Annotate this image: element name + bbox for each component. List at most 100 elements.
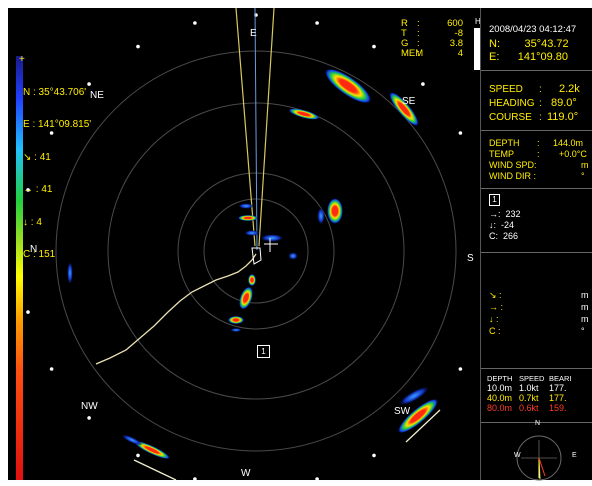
depth-label: DEPTH <box>489 138 520 148</box>
target-a: 232 <box>505 209 521 219</box>
speed-value: 2.2k <box>559 83 580 95</box>
target-marker[interactable]: 1 <box>257 345 270 358</box>
status-readout: R:600 T: -8 G:3.8 MEM:4 <box>401 18 471 59</box>
dir-sw: SW <box>394 406 411 417</box>
unit-m1: m <box>581 290 589 300</box>
radar-view[interactable] <box>8 8 495 480</box>
current-table: DEPTH SPEED BEARI 10.0m 1.0kt 177. 40.0m 0.7kt… <box>487 374 579 413</box>
bearing-dot <box>193 21 197 25</box>
compass-rose <box>516 435 562 481</box>
compass-w: W <box>514 452 521 459</box>
bearing-dot <box>87 416 91 420</box>
status-value: -8 <box>454 28 463 39</box>
table-row: 10.0m 1.0kt 177. <box>487 383 579 393</box>
table-cell: 0.6kt <box>519 403 539 413</box>
divider <box>481 130 592 131</box>
target-id-badge[interactable]: 1 <box>489 194 500 206</box>
heading-value: 89.0° <box>551 97 577 109</box>
temp-label: TEMP <box>489 149 515 159</box>
divider <box>481 70 592 71</box>
panel-datetime: 2008/04/23 04:12:47 <box>489 24 577 35</box>
bearing-dot <box>315 477 319 480</box>
readout-c: C : 151 <box>23 249 56 260</box>
wind-dir-value: ° <box>581 171 585 181</box>
compass-n: N <box>535 420 541 427</box>
course-value: 119.0° <box>547 111 579 123</box>
table-row: 40.0m 0.7kt 177. <box>487 393 579 403</box>
dir-nw: NW <box>81 401 98 412</box>
c-label: C : <box>489 326 501 336</box>
status-key: R <box>401 18 408 29</box>
status-row: MEM:4 <box>401 48 463 59</box>
bearing-dot <box>136 44 140 49</box>
table-header: SPEED <box>519 374 545 383</box>
ship-symbol <box>251 238 278 265</box>
table-cell: 10.0m <box>487 383 513 393</box>
tow-line-sw <box>405 409 441 443</box>
bearing-dot <box>421 82 425 86</box>
status-value: 600 <box>447 18 463 29</box>
status-row: R:600 <box>401 18 463 29</box>
table-header: BEARI <box>549 374 572 383</box>
dir-e: E <box>250 28 257 39</box>
tow-line-w <box>133 459 177 480</box>
table-cell: 177. <box>549 393 567 403</box>
down-arrow-icon: ↓ : <box>23 216 37 228</box>
cursor-plus-icon: + <box>19 54 25 65</box>
wind-spd-label: WIND SPD: <box>489 160 537 170</box>
right-arrow-icon: →: <box>489 209 506 219</box>
bearing-dot <box>458 131 463 135</box>
wind-dir-label: WIND DIR : <box>489 171 536 181</box>
dir-se: SE <box>402 96 416 107</box>
status-key: G <box>401 38 409 49</box>
ship-track <box>95 253 257 365</box>
panel-lat: N: 35°43.72 <box>489 38 569 50</box>
depth-value: 144.0m <box>553 138 584 148</box>
bearing-dot <box>26 188 30 192</box>
readout-arrow-b: 41 <box>41 184 53 195</box>
table-cell: 159. <box>549 403 567 413</box>
unit-m3: m <box>581 314 589 324</box>
readout-arrow-c: 4 <box>36 216 42 228</box>
table-row: 80.0m 0.6kt 159. <box>487 403 579 413</box>
sonar-echoes <box>67 68 439 460</box>
divider <box>481 422 592 423</box>
compass-e: E <box>572 452 577 459</box>
diag-arrow-icon: ↘ : <box>489 290 502 300</box>
speed-label: SPEED <box>489 84 523 95</box>
wind-spd-value: m <box>581 160 589 170</box>
table-header: DEPTH <box>487 374 513 383</box>
readout-north: N : 35°43.706' <box>23 86 87 98</box>
table-cell: 40.0m <box>487 393 513 403</box>
status-value: 3.8 <box>449 38 463 49</box>
bearing-dot <box>87 82 91 86</box>
unit-deg: ° <box>581 326 585 336</box>
h-scale-label: H <box>475 17 481 26</box>
target-c: C: 266 <box>489 231 519 241</box>
status-row: G:3.8 <box>401 38 463 49</box>
h-scale-bar <box>474 28 482 70</box>
panel-lon: E: 141°09.80 <box>489 51 569 63</box>
unit-m2: m <box>581 302 589 312</box>
table-cell: 80.0m <box>487 403 513 413</box>
bearing-dot <box>372 453 376 458</box>
down-arrow-icon: ↓: <box>489 220 502 230</box>
dir-ne: NE <box>90 90 104 101</box>
divider <box>481 188 592 189</box>
bearing-dot <box>315 21 319 25</box>
status-key: T <box>401 28 407 39</box>
table-cell: 0.7kt <box>519 393 539 403</box>
divider <box>481 368 592 369</box>
readout-east: E : 141°09.815' <box>23 119 92 130</box>
bearing-dot <box>49 367 54 371</box>
dir-w: W <box>241 468 251 479</box>
heading-lines <box>235 8 275 251</box>
course-label: COURSE <box>489 112 532 123</box>
position-readout: + N : 35°43.706' E : 141°09.815' ↘ : 41 … <box>19 32 92 282</box>
diag-arrow-icon: ↘ : <box>23 151 40 163</box>
status-key: MEM <box>401 48 424 59</box>
info-panel: 2008/04/23 04:12:47 N: 35°43.72 E: 141°0… <box>480 8 592 481</box>
bearing-dot <box>193 477 197 480</box>
table-cell: 177. <box>549 383 567 393</box>
dir-s: S <box>467 253 474 264</box>
